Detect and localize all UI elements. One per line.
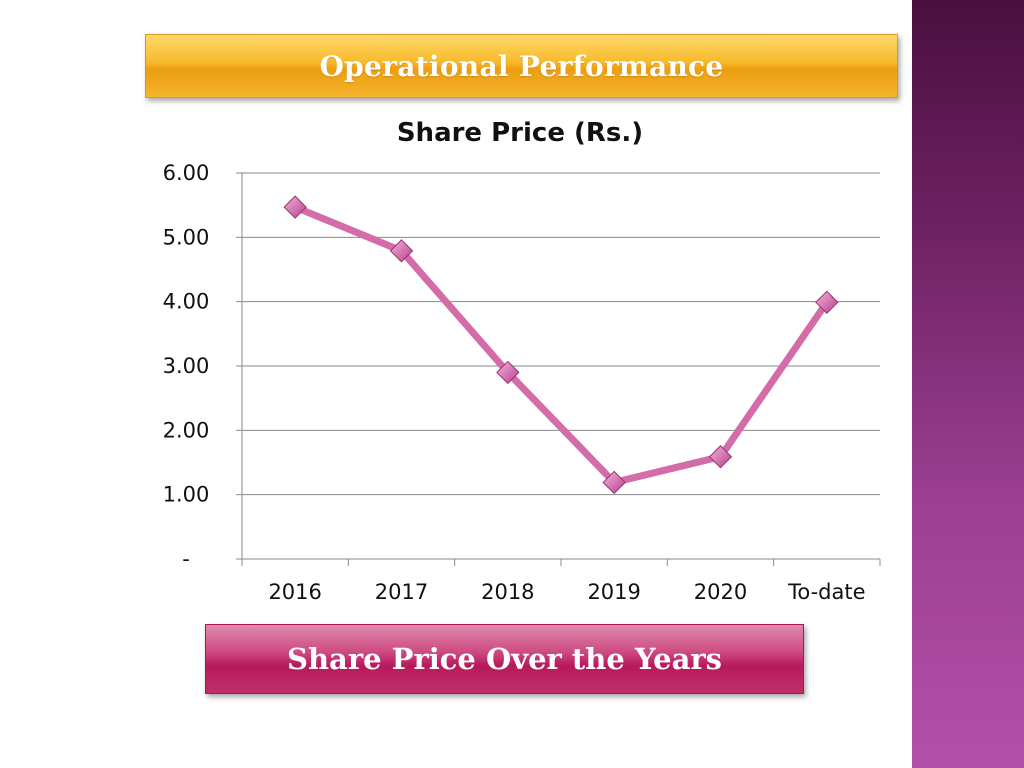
y-tick-label: 3.00 <box>163 354 210 378</box>
y-tick-label: 4.00 <box>163 290 210 314</box>
header-banner: Operational Performance <box>145 34 898 98</box>
y-tick-label: 6.00 <box>163 161 210 185</box>
x-tick-label: To-date <box>787 580 865 604</box>
y-tick-label: 2.00 <box>163 418 210 442</box>
series-layer <box>283 195 839 495</box>
y-tick-label: - <box>182 547 190 571</box>
data-point-marker <box>496 360 520 385</box>
data-point-marker <box>708 445 733 469</box>
data-point-marker <box>602 470 626 495</box>
chart-caption: Share Price Over the Years <box>287 642 722 676</box>
x-tick-label: 2020 <box>694 580 747 604</box>
chart-title: Share Price (Rs.) <box>397 118 643 148</box>
side-decor-panel <box>912 0 1024 768</box>
series-line <box>291 203 831 486</box>
data-point-marker <box>283 195 307 219</box>
axis-layer: - 1.00 2.00 3.00 4.00 5.00 6.00 2016 2017 2018 201… <box>163 161 881 604</box>
x-tick-label: 2019 <box>587 580 640 604</box>
x-tick-label: 2016 <box>268 580 321 604</box>
caption-banner: Share Price Over the Years <box>205 624 804 694</box>
x-tick-label: 2017 <box>375 580 428 604</box>
y-tick-label: 1.00 <box>163 483 210 507</box>
x-tick-label: 2018 <box>481 580 534 604</box>
data-point-marker <box>389 239 414 263</box>
y-tick-label: 5.00 <box>163 225 210 249</box>
data-point-marker <box>815 290 839 315</box>
page-title: Operational Performance <box>319 49 724 83</box>
